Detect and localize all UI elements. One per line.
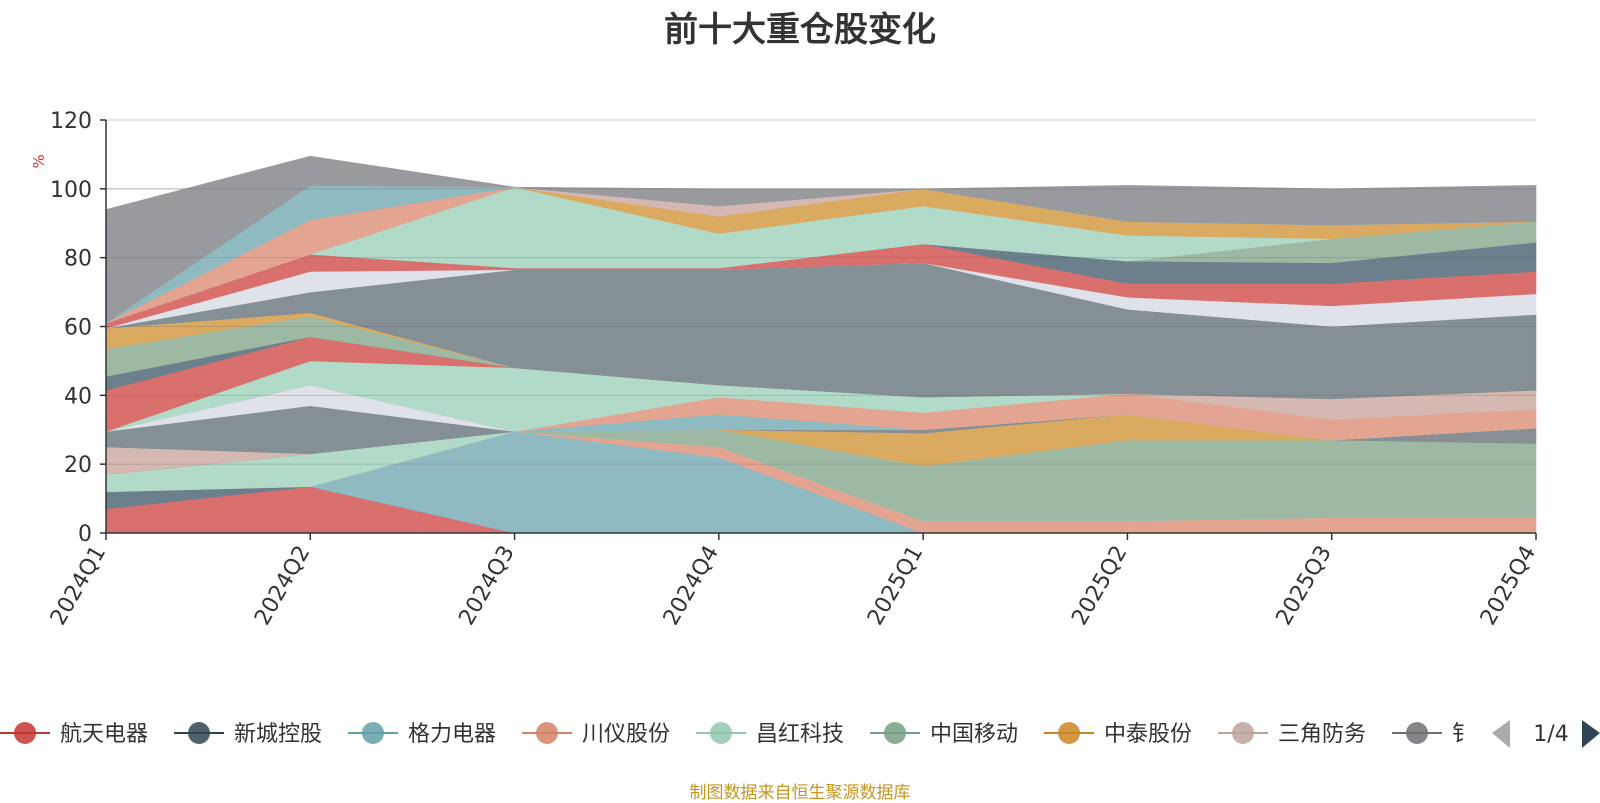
legend-item[interactable]: 航天电器	[0, 722, 148, 747]
x-tick-label: 2025Q3	[1272, 542, 1337, 630]
x-tick-label: 2025Q2	[1067, 542, 1132, 630]
legend-marker-icon	[362, 722, 384, 744]
legend-label: 中国移动	[930, 722, 1018, 747]
y-tick-label: 0	[78, 522, 92, 547]
legend-item[interactable]: 川仪股份	[522, 722, 670, 747]
x-tick-label: 2025Q1	[863, 542, 928, 630]
x-tick-label: 2024Q1	[46, 542, 111, 630]
legend-label: 三角防务	[1278, 722, 1366, 747]
legend-marker-icon	[1406, 722, 1428, 744]
legend-item[interactable]: 新城控股	[174, 722, 322, 747]
legend-page-indicator: 1/4	[1533, 722, 1568, 747]
legend-label: 航天电器	[60, 722, 148, 747]
y-tick-label: 60	[64, 316, 92, 341]
legend: 航天电器 新城控股 格力电器 川仪股份 昌红科技 中国移动 中泰股份 三角防务 钅 1/4	[0, 720, 1600, 748]
x-tick-label: 2024Q2	[250, 542, 315, 630]
legend-item[interactable]: 格力电器	[348, 722, 496, 747]
legend-marker-icon	[884, 722, 906, 744]
triangle-right-icon[interactable]	[1582, 720, 1600, 748]
legend-label: 昌红科技	[756, 722, 844, 747]
legend-item[interactable]: 昌红科技	[696, 722, 844, 747]
legend-marker-icon	[536, 722, 558, 744]
legend-label: 格力电器	[408, 722, 496, 747]
legend-marker-icon	[14, 722, 36, 744]
legend-items: 航天电器 新城控股 格力电器 川仪股份 昌红科技 中国移动 中泰股份 三角防务 钅	[0, 722, 1474, 747]
legend-label: 新城控股	[234, 722, 322, 747]
y-tick-label: 80	[64, 247, 92, 272]
area-layer	[105, 155, 1537, 324]
chart-title: 前十大重仓股变化	[664, 10, 936, 50]
area-layers	[105, 155, 1537, 534]
legend-marker-icon	[710, 722, 732, 744]
y-tick-label: 120	[50, 109, 92, 134]
source-note: 制图数据来自恒生聚源数据库	[689, 783, 911, 803]
x-tick-label: 2024Q3	[454, 542, 519, 630]
legend-label: 川仪股份	[582, 722, 670, 747]
legend-marker-icon	[1058, 722, 1080, 744]
legend-label: 钅	[1452, 722, 1474, 747]
legend-item[interactable]: 三角防务	[1218, 722, 1366, 747]
legend-item[interactable]: 中国移动	[870, 722, 1018, 747]
legend-item[interactable]: 钅	[1392, 722, 1474, 747]
y-tick-label: 20	[64, 453, 92, 478]
legend-marker-icon	[1232, 722, 1254, 744]
legend-label: 中泰股份	[1104, 722, 1192, 747]
x-tick-label: 2025Q4	[1476, 542, 1541, 630]
x-tick-label: 2024Q4	[659, 542, 724, 630]
legend-pager: 1/4	[1492, 720, 1600, 748]
legend-marker-icon	[188, 722, 210, 744]
y-unit-label: %	[30, 154, 48, 168]
triangle-left-icon[interactable]	[1492, 720, 1510, 748]
legend-item[interactable]: 中泰股份	[1044, 722, 1192, 747]
y-tick-label: 40	[64, 384, 92, 409]
y-tick-label: 100	[50, 178, 92, 203]
